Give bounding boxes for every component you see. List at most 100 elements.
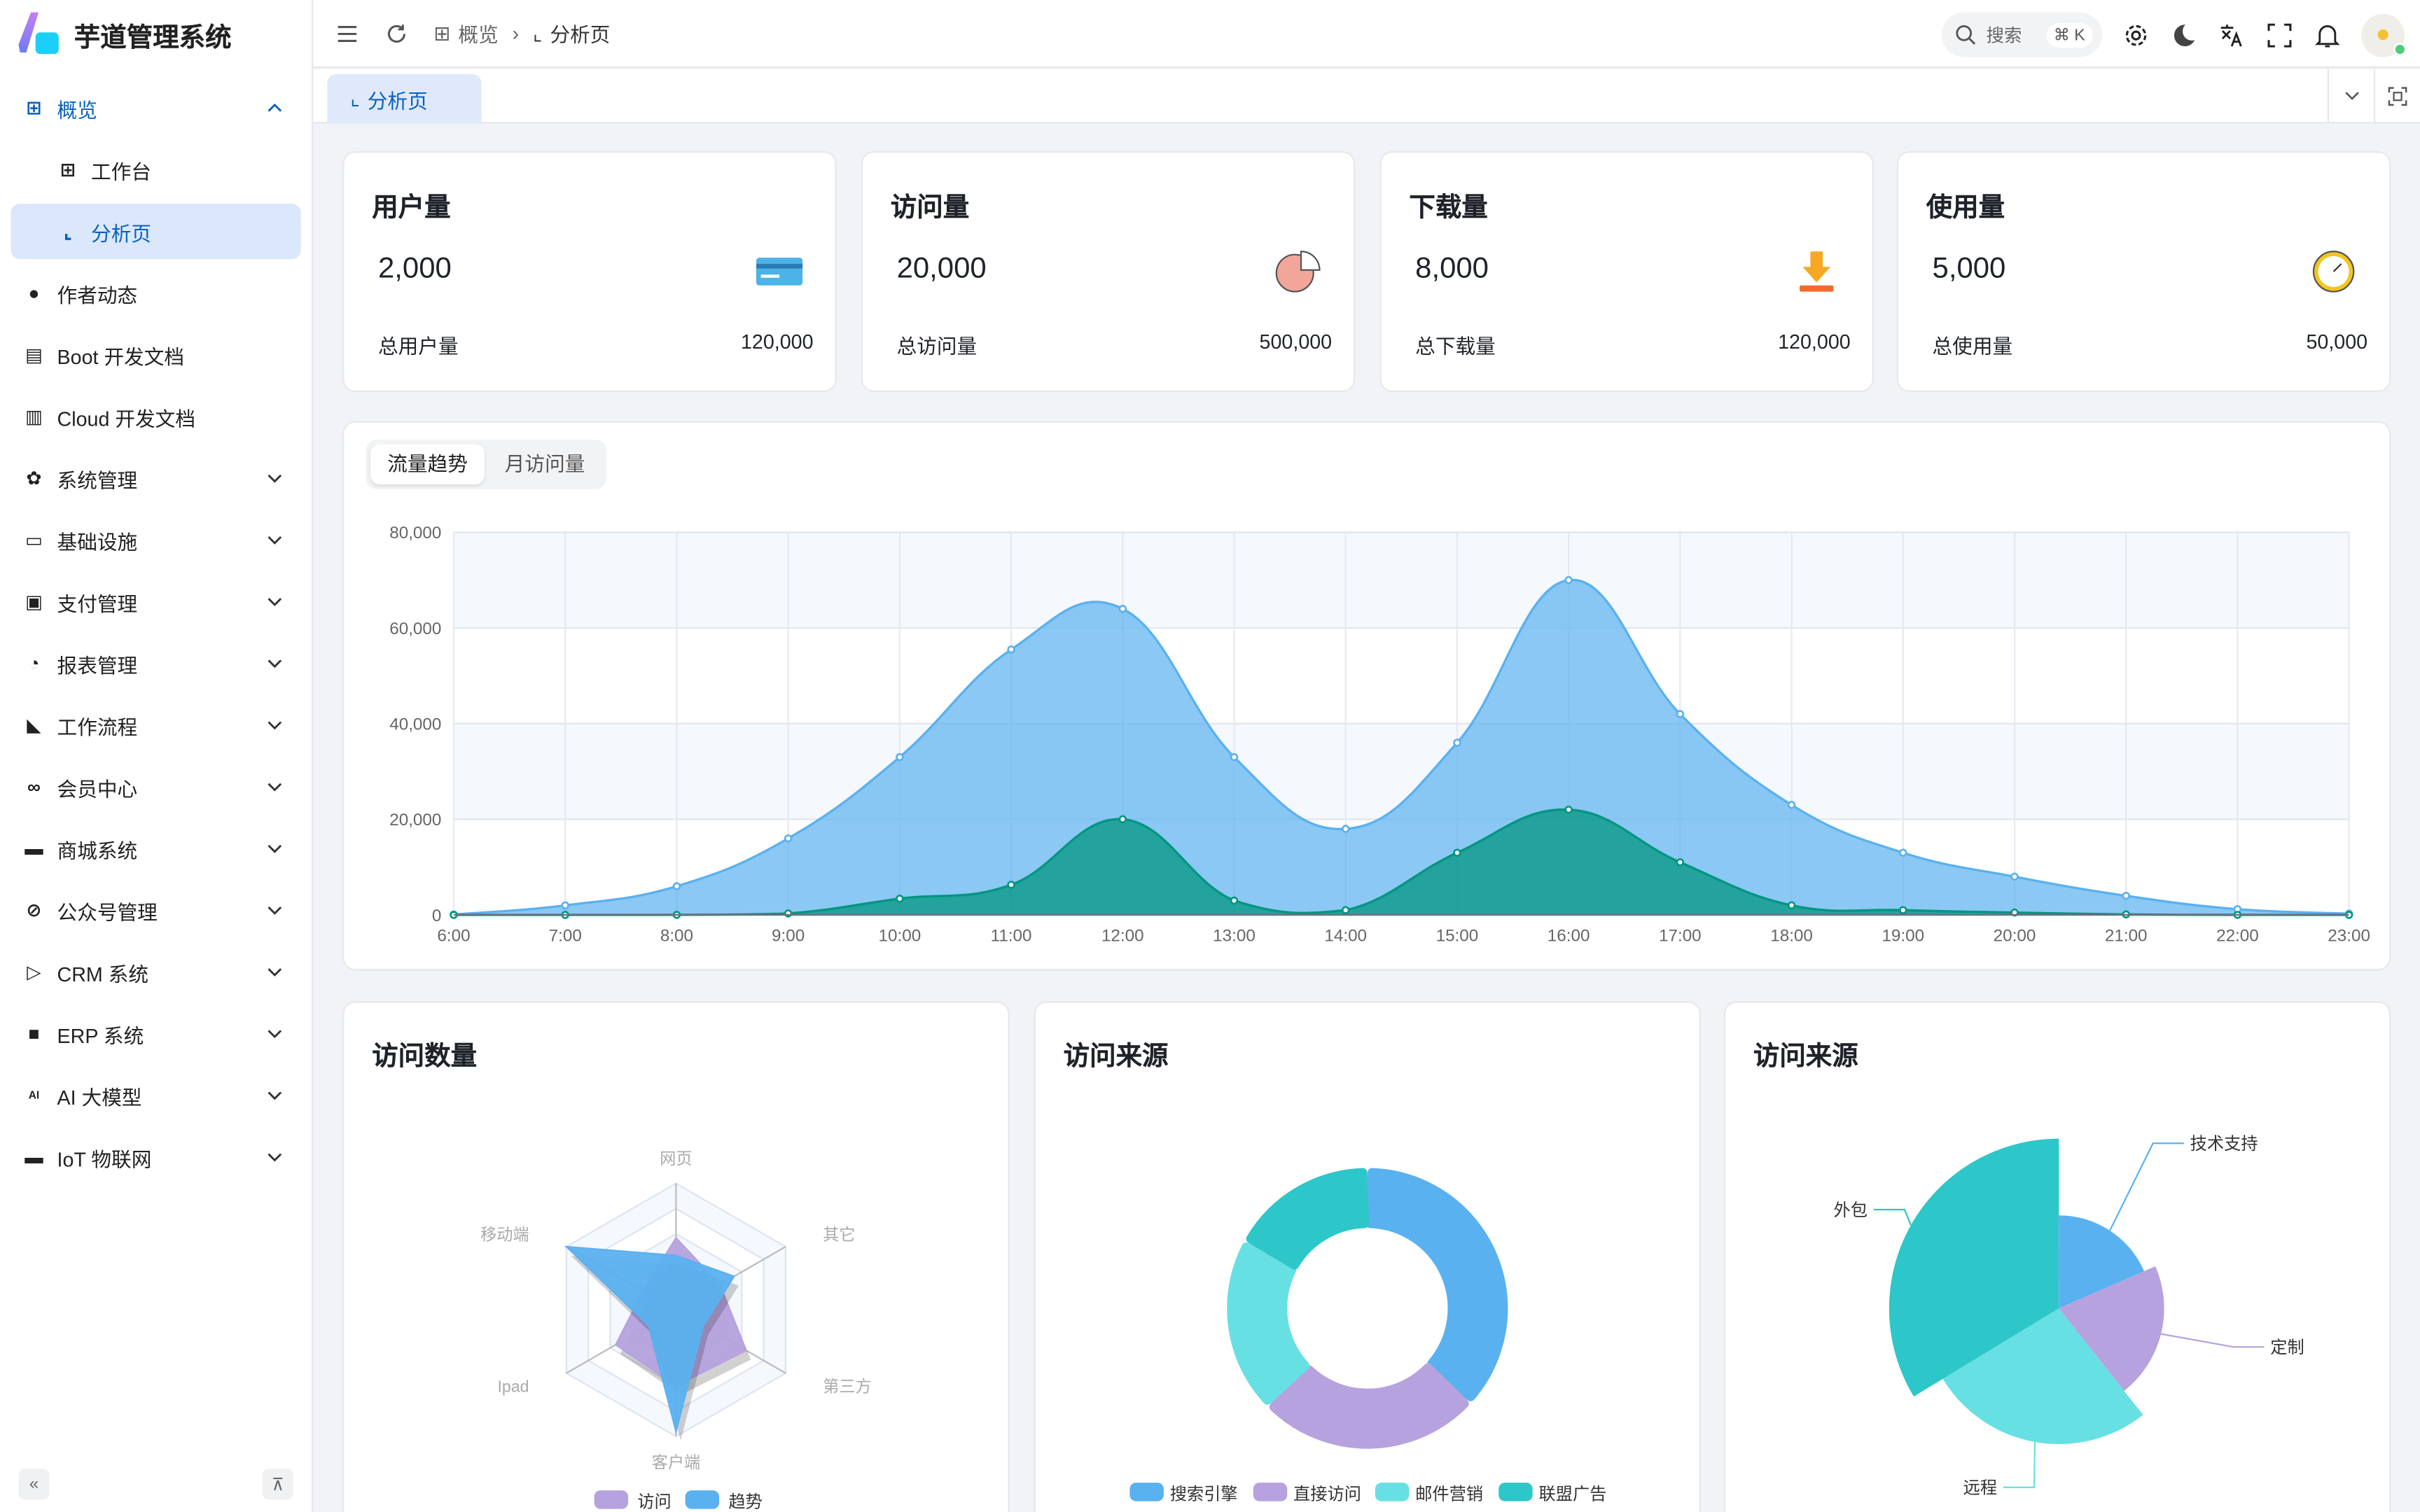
data-point[interactable] <box>1007 881 1015 889</box>
rose-slice-3[interactable] <box>1889 1138 2059 1397</box>
sidebar-item-9[interactable]: ◔ 报表管理 <box>0 633 312 694</box>
donut-slice-0[interactable] <box>1365 1168 1508 1401</box>
sidebar-item-label: Boot 开发文档 <box>57 344 185 368</box>
bell-icon[interactable] <box>2314 21 2342 49</box>
menu-toggle-icon[interactable] <box>332 18 363 48</box>
legend-swatch[interactable] <box>1129 1483 1164 1502</box>
donut-slice-3[interactable] <box>1246 1168 1370 1270</box>
monitor-icon: ▭ <box>25 529 43 551</box>
sidebar-item-6[interactable]: ✿ 系统管理 <box>0 447 312 509</box>
chevron-down-icon <box>267 598 282 607</box>
grid-icon: ⊞ <box>60 159 76 181</box>
sidebar-item-3[interactable]: ● 作者动态 <box>0 262 312 324</box>
donut-slice-2[interactable] <box>1227 1242 1310 1405</box>
tab-maximize-button[interactable] <box>2373 69 2420 122</box>
data-point[interactable] <box>1676 858 1685 867</box>
data-point[interactable] <box>561 901 569 910</box>
data-point[interactable] <box>1453 738 1461 747</box>
stat-footer-value: 120,000 <box>1778 330 1851 354</box>
pin-sidebar-button[interactable]: ⊼ <box>262 1469 293 1500</box>
data-point[interactable] <box>896 895 904 903</box>
sidebar-item-7[interactable]: ▭ 基础设施 <box>0 509 312 570</box>
sidebar-item-17[interactable]: ▬ IoT 物联网 <box>0 1126 312 1188</box>
legend-label: 搜索引擎 <box>1170 1485 1238 1504</box>
sidebar-item-16[interactable]: AI AI 大模型 <box>0 1065 312 1126</box>
sidebar-item-label: 系统管理 <box>57 468 138 492</box>
data-point[interactable] <box>2122 891 2130 900</box>
data-point[interactable] <box>1564 576 1573 584</box>
gear-icon[interactable] <box>2122 21 2150 49</box>
stat-value: 8,000 <box>1415 253 1489 286</box>
rose-card: 访问来源 技术支持 定制 远程 外包 <box>1723 1001 2391 1512</box>
data-point[interactable] <box>1007 645 1015 654</box>
search-placeholder: 搜索 <box>1986 27 2022 46</box>
sidebar-item-12[interactable]: ▬ 商城系统 <box>0 818 312 879</box>
chevron-down-icon <box>267 1153 282 1162</box>
fullscreen-icon[interactable] <box>2266 21 2294 49</box>
sidebar-item-8[interactable]: ▣ 支付管理 <box>0 571 312 633</box>
legend-swatch[interactable] <box>1375 1483 1410 1502</box>
tab-more-button[interactable] <box>2327 69 2374 122</box>
donut-slice-1[interactable] <box>1269 1363 1469 1449</box>
sidebar-item-4[interactable]: ▤ Boot 开发文档 <box>0 324 312 386</box>
data-point[interactable] <box>1230 896 1239 905</box>
moon-icon[interactable] <box>2170 21 2198 49</box>
sidebar-item-2[interactable]: ⌞ 分析页 <box>0 201 312 262</box>
tab-traffic-trend[interactable]: 流量趋势 <box>370 444 485 485</box>
legend-swatch[interactable] <box>685 1490 720 1509</box>
data-point[interactable] <box>1899 848 1907 857</box>
sidebar-item-10[interactable]: ◣ 工作流程 <box>0 694 312 756</box>
sidebar-item-5[interactable]: ▥ Cloud 开发文档 <box>0 386 312 447</box>
search-input[interactable]: 搜索 ⌘ K <box>1941 12 2102 57</box>
legend-swatch[interactable] <box>1253 1483 1288 1502</box>
tab-label: 分析页 <box>367 88 428 112</box>
data-point[interactable] <box>1564 805 1573 814</box>
data-point[interactable] <box>1341 906 1350 914</box>
breadcrumb-item[interactable]: 概览 <box>458 23 499 47</box>
data-point[interactable] <box>1787 901 1796 910</box>
sidebar-item-11[interactable]: ∞ 会员中心 <box>0 756 312 818</box>
x-tick-label: 20:00 <box>1994 927 2036 946</box>
data-point[interactable] <box>1230 752 1239 762</box>
data-point[interactable] <box>1453 848 1461 857</box>
sidebar-item-0[interactable]: ⊞ 概览 <box>0 77 312 139</box>
data-point[interactable] <box>672 882 681 890</box>
refresh-icon[interactable] <box>381 18 412 48</box>
legend-label: 访问 <box>637 1492 671 1511</box>
data-point[interactable] <box>1676 710 1685 718</box>
data-point[interactable] <box>2010 872 2019 881</box>
chevron-down-icon <box>267 659 282 668</box>
data-point[interactable] <box>1118 815 1127 824</box>
y-tick-label: 80,000 <box>389 524 441 542</box>
data-point[interactable] <box>1787 801 1796 809</box>
data-point[interactable] <box>784 834 793 843</box>
data-point[interactable] <box>1341 825 1350 833</box>
collapse-sidebar-button[interactable]: « <box>18 1469 50 1500</box>
legend-swatch[interactable] <box>594 1490 629 1509</box>
stat-card: 用户量 2,000 总用户量 120,000 <box>342 151 837 392</box>
sidebar-item-13[interactable]: ⊘ 公众号管理 <box>0 879 312 941</box>
radar-series-1[interactable] <box>564 1245 736 1435</box>
y-tick-label: 60,000 <box>389 620 441 638</box>
avatar[interactable]: ● <box>2361 13 2407 57</box>
translate-icon[interactable] <box>2218 21 2246 49</box>
rose-slice-1[interactable] <box>2059 1266 2164 1391</box>
rose-slice-2[interactable] <box>1942 1308 2143 1445</box>
legend-swatch[interactable] <box>1498 1483 1533 1502</box>
x-tick-label: 13:00 <box>1213 927 1256 946</box>
tab-analysis[interactable]: ⌞ 分析页 <box>327 74 482 124</box>
data-point[interactable] <box>1118 605 1127 613</box>
sidebar-item-label: AI 大模型 <box>57 1085 142 1109</box>
sidebar-item-label: 支付管理 <box>57 592 138 615</box>
tab-monthly-visits[interactable]: 月访问量 <box>504 451 585 475</box>
rose-slice-0[interactable] <box>2059 1215 2145 1309</box>
stat-card: 下载量 8,000 总下载量 120,000 <box>1379 151 1874 392</box>
legend-label: 联盟广告 <box>1538 1485 1606 1504</box>
radar-indicator-label: 移动端 <box>480 1226 529 1244</box>
sidebar-item-15[interactable]: ■ ERP 系统 <box>0 1003 312 1065</box>
sidebar-item-1[interactable]: ⊞ 工作台 <box>0 139 312 200</box>
logo[interactable]: 芋道管理系统 <box>15 10 232 57</box>
data-point[interactable] <box>1899 906 1907 914</box>
data-point[interactable] <box>896 752 904 762</box>
sidebar-item-14[interactable]: ▷ CRM 系统 <box>0 941 312 1003</box>
